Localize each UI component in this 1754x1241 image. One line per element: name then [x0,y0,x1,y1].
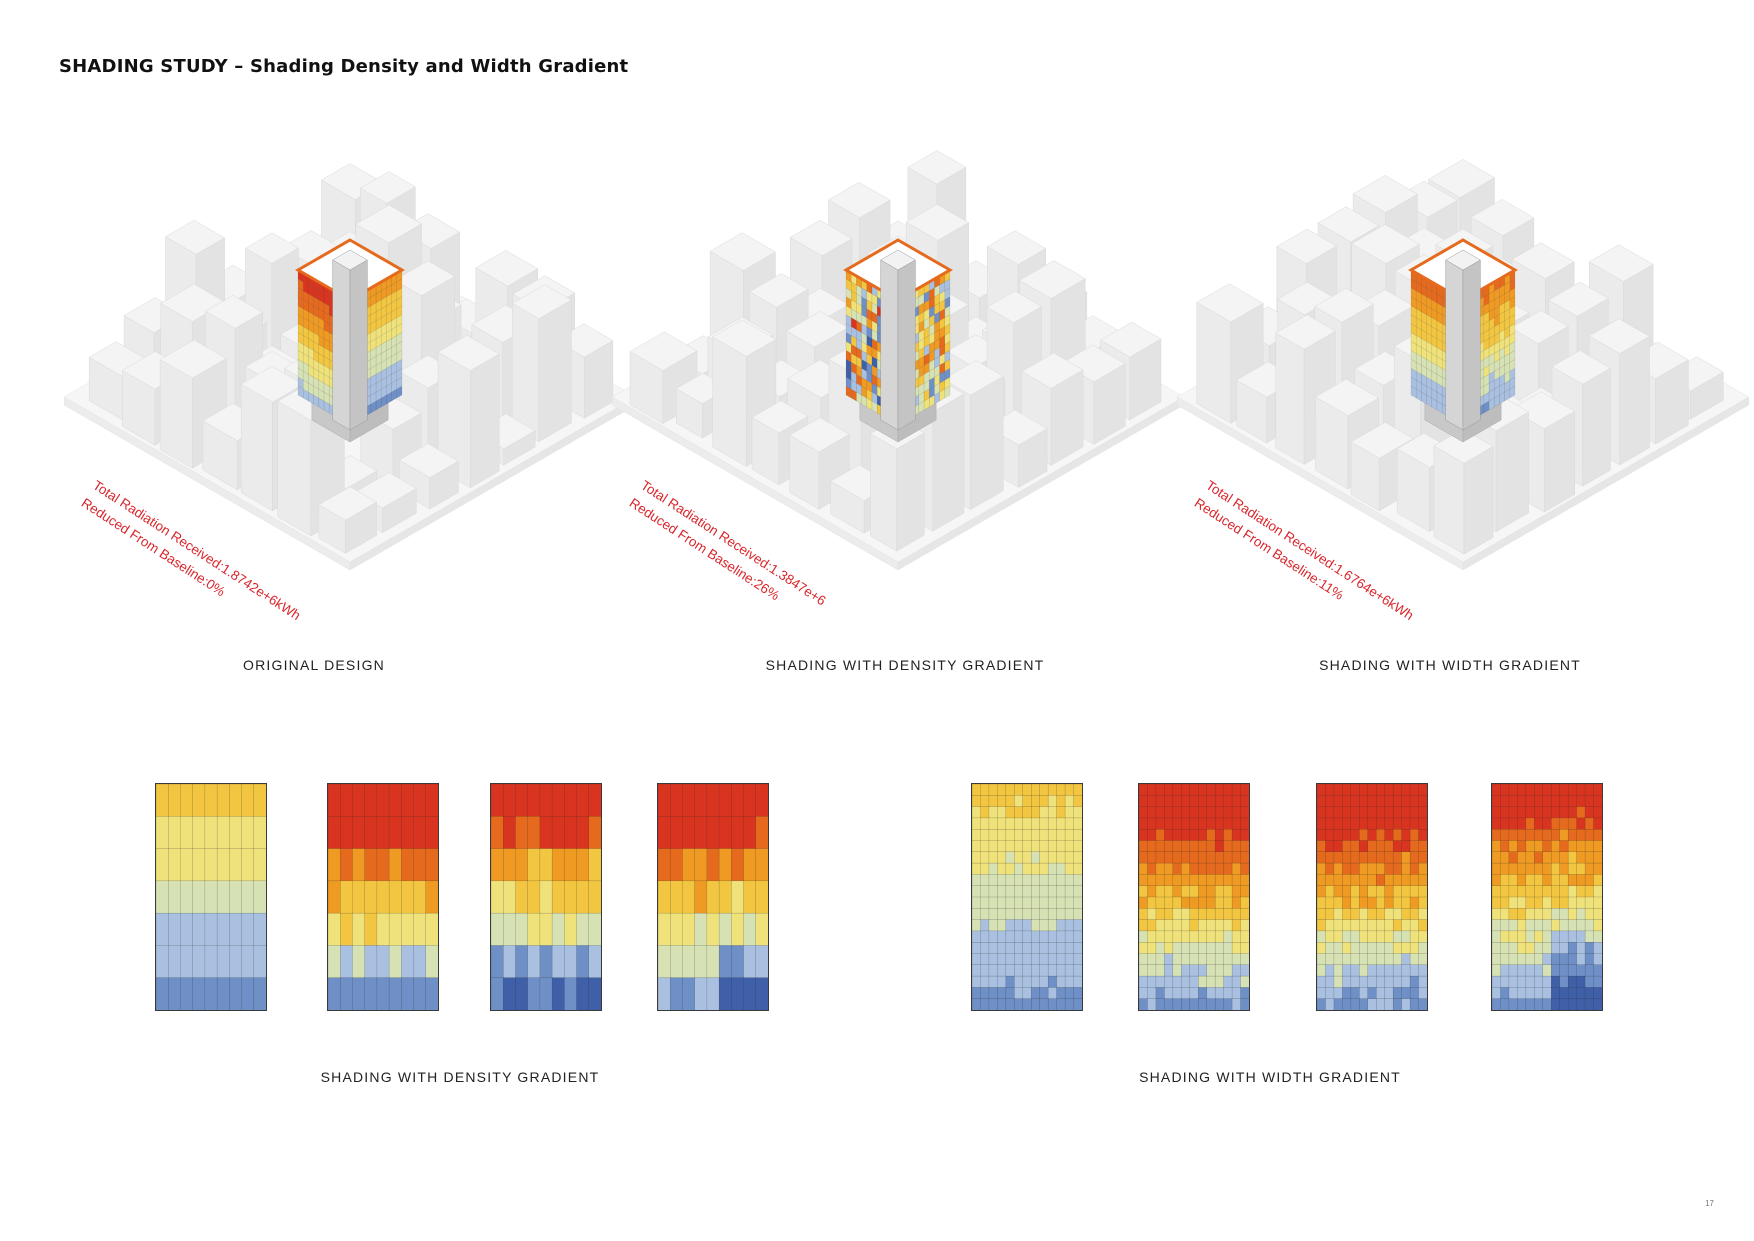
axo-density: Total Radiation Received:1.3847e+6 Reduc… [611,150,1185,660]
study-caption-width: SHADING WITH WIDTH GRADIENT [1319,657,1581,673]
facade-panel-density-4 [657,783,769,1011]
facade-panel-density-1 [155,783,267,1011]
axo-original: Total Radiation Received:1.8742e+6kWh Re… [63,160,637,660]
page-number: 17 [1705,1199,1714,1208]
axo-width: Total Radiation Received:1.6764e+6kWh Re… [1176,159,1750,660]
study-caption-density: SHADING WITH DENSITY GRADIENT [765,657,1045,673]
facade-panel-width-2 [1138,783,1250,1011]
axo-drawing [611,150,1185,571]
axo-drawing [1176,159,1750,571]
facade-panel-density-2 [327,783,439,1011]
page-title: SHADING STUDY – Shading Density and Widt… [59,56,629,77]
group-caption-density: SHADING WITH DENSITY GRADIENT [320,1069,600,1085]
axo-drawing [63,163,637,571]
study-caption-original: ORIGINAL DESIGN [243,657,385,673]
facade-panel-width-3 [1316,783,1428,1011]
facade-panel-width-1 [971,783,1083,1011]
facade-panel-density-3 [490,783,602,1011]
group-caption-width: SHADING WITH WIDTH GRADIENT [1139,1069,1401,1085]
facade-panel-width-4 [1491,783,1603,1011]
